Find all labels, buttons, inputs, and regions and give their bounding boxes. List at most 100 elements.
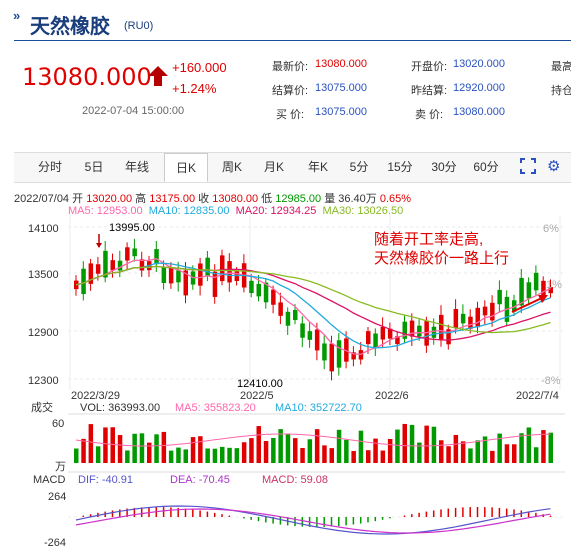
x-label-june: 2022/6: [375, 390, 409, 402]
double-chevron-icon: »: [13, 8, 21, 23]
volume-bar: [263, 440, 269, 463]
sell-value: 13080.000: [453, 106, 505, 118]
volume-bar: [497, 433, 502, 463]
volume-bar: [387, 438, 393, 463]
candle-body: [417, 325, 422, 337]
candle-body: [446, 329, 451, 345]
ma-legend: MA5: 12953.00 MA10: 12835.00 MA20: 12934…: [68, 205, 403, 217]
info-low: 12985.00: [275, 193, 322, 205]
volume-unit: 万: [55, 461, 66, 473]
volume-bar: [285, 433, 291, 463]
fullscreen-icon[interactable]: [520, 158, 536, 174]
tab-intraday[interactable]: 分时: [37, 160, 62, 174]
buy-value: 13075.000: [315, 106, 367, 118]
volume-bar: [168, 450, 174, 463]
candle-body: [285, 311, 291, 326]
candle-body: [183, 270, 188, 296]
volume-bar: [190, 437, 196, 463]
volume-bar: [468, 448, 473, 463]
candle-body: [351, 352, 356, 360]
volume-bar: [417, 442, 422, 463]
ma-line: [75, 265, 551, 334]
candle-body: [176, 270, 181, 283]
tab-5min[interactable]: 5分: [349, 160, 369, 174]
macd-dif: DIF: -40.91: [78, 474, 133, 486]
x-label-may: 2022/5: [240, 390, 274, 402]
candle-body: [344, 338, 349, 362]
candle-body: [533, 272, 539, 291]
tab-yearly-k[interactable]: 年K: [307, 160, 328, 174]
volume-bar: [533, 447, 539, 463]
tab-weekly-k[interactable]: 周K: [221, 160, 242, 174]
candle-body: [263, 282, 269, 303]
volume-bar: [249, 438, 254, 463]
ma20-label: MA20: 12934.25: [235, 205, 317, 217]
macd-dea-line: [75, 508, 551, 534]
volume-bar: [453, 434, 459, 463]
right-tick-1pct: 1%: [546, 279, 562, 291]
volume-bar: [103, 427, 108, 463]
candle-body: [336, 340, 342, 368]
tab-yearline[interactable]: 年线: [124, 160, 149, 174]
volume-bar: [541, 430, 546, 463]
tab-15min[interactable]: 15分: [387, 160, 413, 174]
volume-bar: [373, 438, 378, 463]
candle-body: [402, 321, 407, 339]
tab-monthly-k[interactable]: 月K: [263, 160, 284, 174]
candle-body: [409, 320, 415, 337]
candle-body: [431, 326, 437, 338]
tab-5day[interactable]: 5日: [84, 160, 104, 174]
volume-bar: [212, 448, 218, 463]
candle-body: [300, 323, 305, 338]
candle-body: [322, 343, 327, 361]
candle-body: [439, 314, 444, 341]
y-tick-12900: 12900: [28, 327, 59, 339]
candle-body: [497, 289, 502, 305]
current-price: 13080.000: [22, 63, 152, 91]
candle-body: [366, 331, 371, 345]
tab-60min[interactable]: 60分: [473, 160, 499, 174]
candle-body: [154, 249, 159, 265]
volume-bar: [271, 437, 276, 463]
volume-ma10: MA10: 352722.70: [275, 402, 362, 414]
ma-line: [75, 262, 551, 349]
candle-body: [132, 248, 137, 257]
volume-bar: [161, 431, 167, 463]
volume-bar: [409, 424, 415, 463]
macd-plot: [75, 505, 552, 535]
volume-bar: [95, 446, 101, 463]
tab-30min[interactable]: 30分: [431, 160, 457, 174]
volume-bar: [183, 449, 188, 463]
quote-datetime: 2022-07-04 15:00:00: [82, 105, 185, 117]
volume-bar: [512, 444, 517, 463]
volume-bar: [519, 433, 524, 463]
right-tick-neg8pct: -8%: [541, 375, 561, 387]
volume-value: VOL: 363993.00: [80, 402, 160, 414]
volume-bar: [336, 429, 342, 463]
ma5-label: MA5: 12953.00: [68, 205, 143, 217]
candle-body: [453, 308, 459, 328]
volume-bar: [147, 442, 152, 463]
volume-bar: [504, 444, 510, 463]
settle-label: 结算价:: [272, 85, 309, 97]
annotation-arrow-head: [538, 295, 548, 303]
chart-grid: [68, 215, 565, 518]
volume-bar: [74, 448, 79, 463]
candle-body: [475, 307, 480, 328]
macd-tick-top: 264: [48, 491, 66, 503]
y-tick-12300: 12300: [28, 375, 59, 387]
macd-title: MACD: [33, 474, 65, 486]
ma-line: [75, 258, 551, 356]
gear-icon[interactable]: ⚙: [547, 158, 561, 175]
info-vol-label: 量: [324, 193, 336, 205]
kline-chart[interactable]: 14100 13500 12900 12300 6% 1% -8% 13995.…: [0, 215, 571, 549]
latest-label: 最新价:: [272, 61, 309, 73]
candle-body: [468, 316, 473, 329]
tab-daily-k[interactable]: 日K: [164, 153, 208, 182]
candle-body: [168, 267, 174, 284]
page-title: 天然橡胶: [30, 14, 110, 38]
volume-bar: [117, 435, 123, 463]
candle-body: [380, 326, 386, 340]
candle-body: [519, 277, 524, 306]
open-label: 开盘价:: [411, 61, 448, 73]
